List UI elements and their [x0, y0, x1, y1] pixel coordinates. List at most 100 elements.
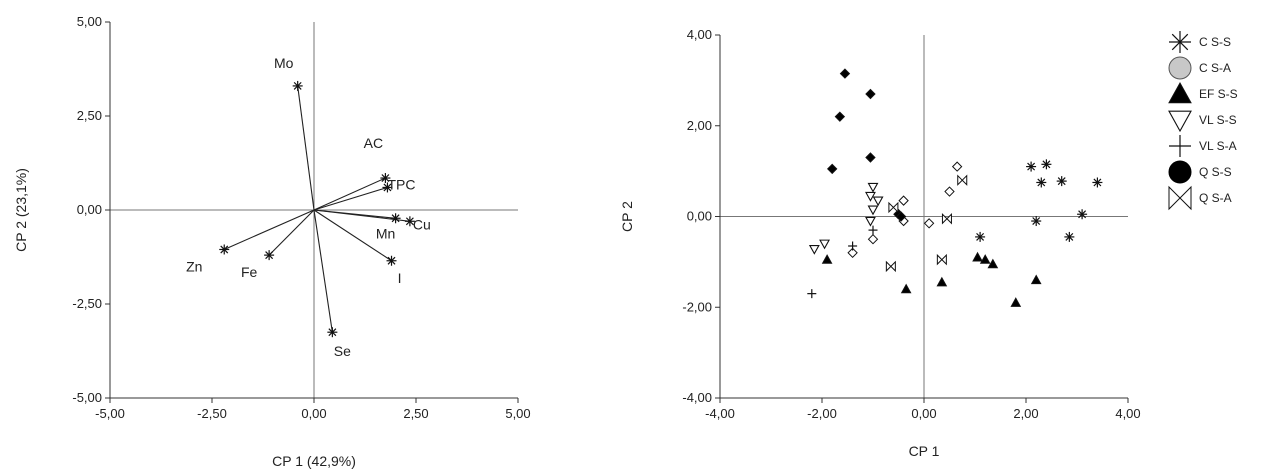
chart2-y-tick-label: -4,00	[682, 390, 712, 405]
data-point	[872, 196, 884, 207]
loading-point-Mn	[390, 213, 401, 224]
chart1-y-tick-label: -5,00	[72, 390, 102, 405]
chart2-y-tick-label: 2,00	[687, 118, 712, 133]
data-point	[839, 68, 851, 79]
data-point	[867, 233, 879, 245]
loading-point-Mo	[292, 80, 303, 91]
chart1-x-axis-label: CP 1 (42,9%)	[272, 453, 356, 469]
loading-label-Zn: Zn	[186, 258, 202, 274]
chart2-y-tick-label: -2,00	[682, 299, 712, 314]
chart2-x-tick-label: 0,00	[911, 406, 936, 421]
chart2-y-tick-label: 0,00	[687, 209, 712, 224]
legend-label: C S-S	[1199, 35, 1231, 49]
loading-vector-Mo	[297, 85, 315, 211]
loading-point-TPC	[382, 182, 393, 193]
data-point	[936, 253, 947, 266]
legend-label: VL S-S	[1199, 113, 1237, 127]
data-point	[1030, 274, 1042, 285]
series-C-S-S	[975, 159, 1103, 242]
loading-label-Mn: Mn	[376, 225, 395, 241]
data-point	[923, 218, 935, 229]
legend-marker	[1169, 31, 1191, 53]
chart1-x-tick-label: 5,00	[505, 406, 530, 421]
loading-label-Fe: Fe	[241, 264, 258, 280]
data-point	[826, 163, 838, 175]
series-VL-S-A	[807, 225, 878, 299]
data-point	[1036, 177, 1047, 188]
data-point	[1041, 159, 1052, 170]
loading-point-I	[386, 255, 397, 266]
chart1-x-tick-label: 2,50	[403, 406, 428, 421]
data-point	[848, 241, 858, 251]
legend-marker	[1168, 56, 1192, 80]
data-point	[819, 239, 830, 250]
loading-vector-Fe	[268, 209, 315, 256]
loading-vector-TPC	[313, 186, 388, 211]
legend-marker	[1168, 160, 1192, 184]
chart2-y-axis-label: CP 2	[619, 201, 635, 232]
data-point	[1031, 216, 1042, 227]
data-point	[865, 88, 876, 100]
legend-marker	[1168, 185, 1192, 211]
chart1-y-axis-label: CP 2 (23,1%)	[13, 168, 29, 252]
legend-item: C S-S	[1169, 31, 1231, 53]
loading-label-Cu: Cu	[413, 216, 431, 232]
data-point	[944, 186, 955, 197]
loading-vector-Mn	[313, 209, 396, 219]
chart1-x-tick-label: -2,50	[197, 406, 227, 421]
data-point	[975, 231, 986, 242]
loading-label-I: I	[398, 270, 402, 286]
series-Q-S-A	[885, 174, 968, 273]
data-point	[868, 225, 878, 235]
series-EF-S-S	[821, 251, 1042, 307]
loading-label-TPC: TPC	[387, 176, 415, 192]
data-point	[936, 276, 948, 287]
data-point	[1092, 177, 1103, 188]
legend-item: Q S-S	[1168, 160, 1232, 184]
data-point	[1077, 209, 1088, 220]
data-point	[951, 161, 963, 172]
chart2-y-tick-label: 4,00	[687, 27, 712, 42]
data-point	[885, 260, 896, 273]
data-point	[957, 174, 968, 186]
legend-item: C S-A	[1168, 56, 1231, 80]
scores-chart: -4,00 -2,00 0,00 2,00 4,00 4,00 2,00 0,00 -2,00 -…	[619, 27, 1141, 459]
data-point	[900, 283, 912, 294]
chart1-y-tick-label: 5,00	[77, 14, 102, 29]
data-point	[1064, 231, 1075, 242]
legend-marker	[1168, 110, 1192, 133]
loading-vector-AC	[313, 177, 386, 211]
loading-label-Se: Se	[334, 343, 351, 359]
legend-label: Q S-A	[1199, 191, 1232, 205]
series-VL-S-S	[808, 182, 884, 255]
data-point	[847, 247, 858, 259]
data-point	[808, 245, 820, 255]
data-point	[865, 216, 876, 227]
chart1-x-tick-label: -5,00	[95, 406, 125, 421]
data-point	[979, 254, 991, 264]
data-point	[972, 251, 983, 262]
legend-item: EF S-S	[1168, 81, 1238, 104]
loading-vector-Se	[313, 209, 333, 333]
legend-label: VL S-A	[1199, 139, 1237, 153]
chart1-y-tick-label: 0,00	[77, 202, 102, 217]
chart2-x-tick-label: 4,00	[1115, 406, 1140, 421]
data-point	[987, 258, 999, 269]
series-Q-S-S	[826, 68, 907, 222]
loading-point-Fe	[264, 250, 275, 261]
data-point	[1056, 176, 1067, 187]
data-point	[1010, 297, 1022, 307]
loadings-chart: -5,00 -2,50 0,00 2,50 5,00 5,00 2,50 0,00 -2,50 -…	[13, 14, 531, 469]
chart1-y-tick-label: 2,50	[77, 108, 102, 123]
data-point	[1026, 161, 1037, 172]
chart2-x-tick-label: -4,00	[705, 406, 735, 421]
loading-label-Mo: Mo	[274, 55, 294, 71]
legend-label: Q S-S	[1199, 165, 1232, 179]
legend-label: EF S-S	[1199, 87, 1238, 101]
legend-label: C S-A	[1199, 61, 1231, 75]
chart2-x-tick-label: -2,00	[807, 406, 837, 421]
data-point	[867, 182, 879, 193]
chart2-x-tick-label: 2,00	[1013, 406, 1038, 421]
loading-point-AC	[380, 173, 391, 184]
